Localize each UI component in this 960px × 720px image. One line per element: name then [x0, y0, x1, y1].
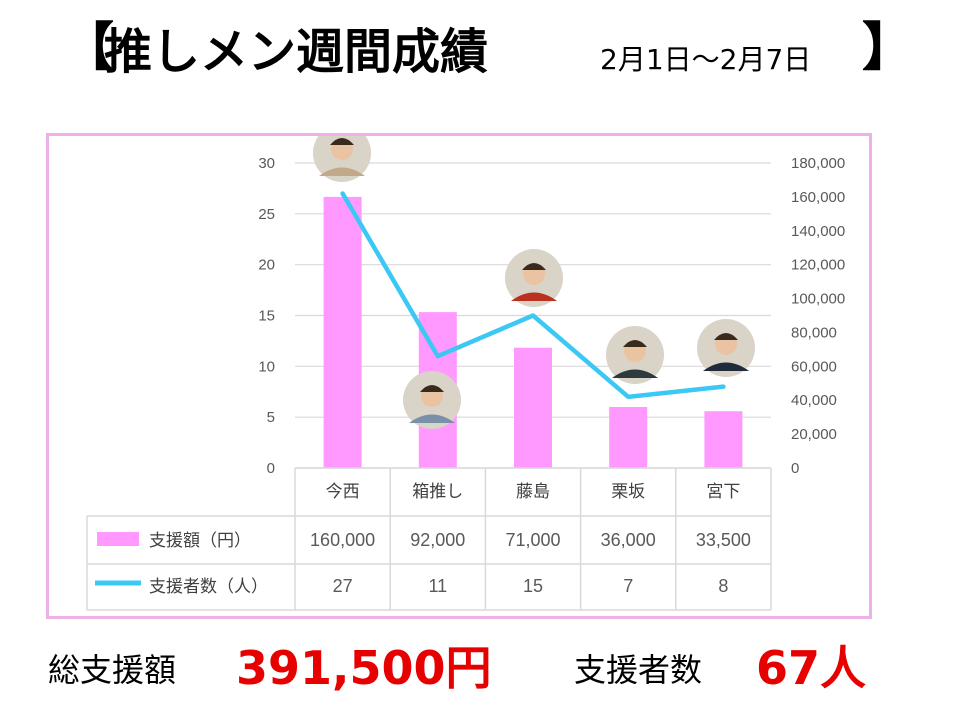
y-left-tick-label: 15: [258, 308, 275, 325]
avatar-shoulders: [409, 414, 455, 423]
legend-label: 支援額（円）: [149, 531, 251, 551]
bar: [514, 347, 552, 468]
table-cell: 27: [333, 576, 353, 596]
avatar-hair: [330, 138, 354, 145]
page-title: 推しメン週間成績: [104, 24, 489, 80]
avatar-shoulders: [612, 369, 658, 378]
chart: 0 5 10 15 20 25 30 0 20,000 40,000 60,000 80,000 100…: [86, 136, 845, 611]
title-open-bracket: 【: [62, 18, 115, 78]
table-cell: 36,000: [601, 530, 656, 550]
y-left-tick-label: 0: [267, 460, 275, 477]
y-right-tick-label: 40,000: [791, 392, 837, 409]
avatar-hair: [522, 263, 546, 270]
category-label: 藤島: [516, 482, 550, 502]
total-supporters-value: 67人: [756, 641, 867, 695]
bar: [704, 411, 743, 468]
y-right-tick-label: 80,000: [791, 324, 837, 341]
title-close-bracket: 】: [862, 18, 915, 78]
avatar-hair: [420, 385, 444, 392]
y-left-tick-label: 10: [258, 358, 275, 375]
y-left-tick-label: 25: [258, 206, 275, 223]
y-right-tick-label: 180,000: [791, 155, 845, 172]
legend-label: 支援者数（人）: [149, 577, 268, 597]
bar: [609, 407, 648, 468]
y-right-tick-label: 140,000: [791, 223, 845, 240]
table-cell: 15: [523, 576, 543, 596]
y-left-tick-label: 30: [258, 155, 275, 172]
table-cell: 11: [428, 576, 447, 596]
y-right-tick-label: 100,000: [791, 291, 845, 308]
avatar-hair: [714, 333, 738, 340]
y-right-tick-label: 0: [791, 460, 799, 477]
y-left-tick-label: 5: [267, 409, 275, 426]
avatar-hair: [623, 340, 647, 347]
total-amount-label: 総支援額: [48, 651, 177, 689]
table-cell: 8: [718, 576, 728, 596]
table-cell: 160,000: [310, 530, 375, 550]
bar: [323, 196, 362, 468]
avatar-shoulders: [703, 362, 749, 371]
category-label: 栗坂: [611, 482, 645, 502]
total-supporters-label: 支援者数: [574, 651, 703, 689]
table-cell: 71,000: [505, 530, 560, 550]
summary-row: 総支援額 391,500円 支援者数 67人: [0, 630, 960, 710]
avatar-shoulders: [511, 292, 557, 301]
y-right-tick-label: 120,000: [791, 257, 845, 274]
category-label: 今西: [326, 482, 360, 502]
table-cell: 7: [623, 576, 633, 596]
category-label: 宮下: [706, 482, 740, 502]
y-right-tick-label: 160,000: [791, 189, 845, 206]
chart-frame: 0 5 10 15 20 25 30 0 20,000 40,000 60,000 80,000 100…: [46, 133, 872, 619]
avatar-shoulders: [319, 167, 365, 176]
table-cell: 92,000: [410, 530, 465, 550]
y-right-tick-label: 60,000: [791, 358, 837, 375]
legend-key-bar: [97, 532, 139, 546]
y-right-tick-label: 20,000: [791, 426, 837, 443]
category-label: 箱推し: [412, 482, 463, 502]
total-amount-value: 391,500円: [236, 641, 492, 695]
table-cell: 33,500: [696, 530, 751, 550]
title-period: 2月1日～2月7日: [600, 43, 812, 76]
y-left-tick-label: 20: [258, 257, 275, 274]
title-bar: 【 推しメン週間成績 2月1日～2月7日 】: [0, 0, 960, 110]
